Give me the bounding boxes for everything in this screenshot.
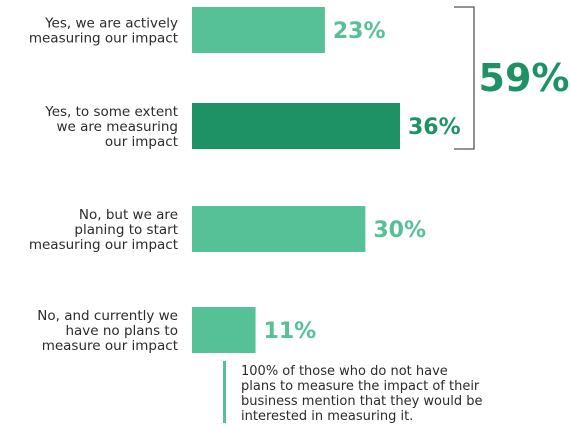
category-label-4-line-2: have no plans to [65,323,178,339]
category-label-4-line-1: No, and currently we [37,308,178,324]
note-line-2: plans to measure the impact of their [241,379,480,394]
value-label-2: 36% [408,115,461,140]
category-label-3-line-2: planing to start [74,222,178,238]
category-label-2-line-3: our impact [105,134,178,150]
note-line-1: 100% of those who do not have [241,364,448,379]
value-label-1: 23% [333,19,386,44]
bar-4 [192,307,256,353]
bars-layer [192,7,400,353]
category-label-1-line-2: measuring our impact [29,31,178,47]
category-label-3-line-3: measuring our impact [29,237,178,253]
group-bracket: 59% [454,6,570,150]
bar-1 [192,7,325,53]
category-label-3-line-1: No, but we are [79,207,178,223]
bar-2 [192,103,400,149]
category-label-2-line-1: Yes, to some extent [44,104,178,120]
category-label-1-line-1: Yes, we are actively [44,16,178,32]
category-label-2-line-2: we are measuring [56,119,178,135]
value-label-4: 11% [264,319,317,344]
group-total-label: 59% [479,56,570,100]
note-line-4: interested in measuring it. [241,409,413,424]
category-label-4-line-3: measure our impact [42,338,178,354]
value-label-3: 30% [373,218,426,243]
bracket-line [454,6,475,150]
note-line-3: business mention that they would be [241,394,483,409]
note-accent-bar [223,361,226,423]
bar-3 [192,206,366,252]
